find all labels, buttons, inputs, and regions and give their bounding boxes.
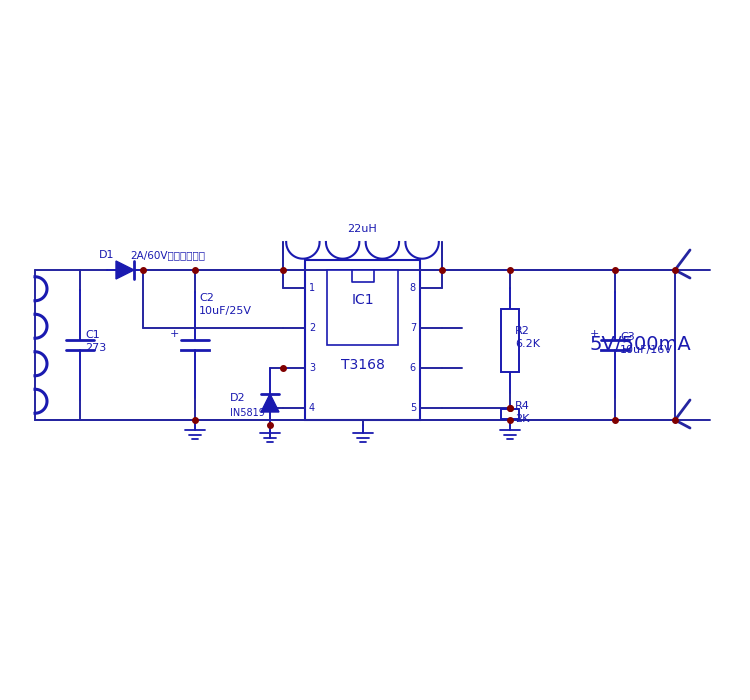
Text: 22uH: 22uH <box>347 224 377 234</box>
Text: IC1: IC1 <box>351 293 374 307</box>
Text: 3: 3 <box>309 363 315 373</box>
Text: 2K: 2K <box>515 414 529 424</box>
Text: 1: 1 <box>309 283 315 293</box>
Polygon shape <box>261 394 279 412</box>
Bar <box>327 270 398 345</box>
Text: 4: 4 <box>309 403 315 413</box>
Text: 273: 273 <box>85 343 106 353</box>
Text: 2A/60V肖特基二极管: 2A/60V肖特基二极管 <box>130 250 205 260</box>
Bar <box>305 260 420 420</box>
Text: +: + <box>170 329 179 339</box>
Text: C1: C1 <box>85 330 100 340</box>
Text: 5: 5 <box>410 403 416 413</box>
Text: 7: 7 <box>410 323 416 333</box>
Bar <box>501 409 519 419</box>
Text: 10uF/16V: 10uF/16V <box>620 345 673 355</box>
Text: R2: R2 <box>515 326 529 336</box>
Text: 6.2K: 6.2K <box>515 339 540 349</box>
Text: C2: C2 <box>199 293 214 303</box>
Text: +: + <box>590 329 599 339</box>
Text: IN5819: IN5819 <box>230 408 265 418</box>
Text: 8: 8 <box>410 283 416 293</box>
Text: 10uF/25V: 10uF/25V <box>199 306 252 316</box>
Text: C3: C3 <box>620 332 634 342</box>
Text: D1: D1 <box>99 250 115 260</box>
Text: 5V/500mA: 5V/500mA <box>590 335 691 354</box>
Text: 6: 6 <box>410 363 416 373</box>
Polygon shape <box>116 261 134 279</box>
Text: R4: R4 <box>515 401 529 411</box>
Text: T3168: T3168 <box>340 358 385 372</box>
Bar <box>501 309 519 372</box>
Text: D2: D2 <box>230 393 246 403</box>
Text: 2: 2 <box>309 323 315 333</box>
